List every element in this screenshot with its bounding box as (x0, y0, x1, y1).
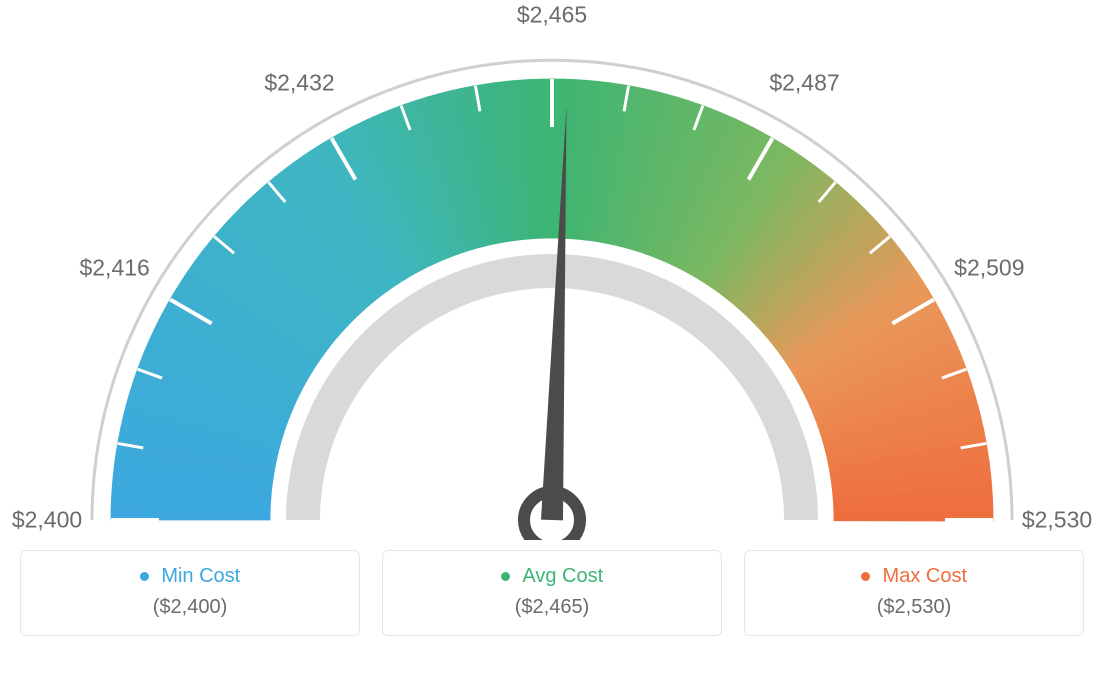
gauge-tick-label: $2,432 (264, 69, 334, 96)
legend-label: Avg Cost (522, 565, 603, 587)
gauge-chart: $2,400$2,416$2,432$2,465$2,487$2,509$2,5… (20, 20, 1084, 540)
legend-card-min: Min Cost ($2,400) (20, 550, 360, 636)
legend-value: ($2,465) (393, 596, 711, 619)
dot-icon (140, 572, 149, 581)
legend-label: Max Cost (883, 565, 967, 587)
gauge-svg (20, 20, 1084, 540)
legend-label: Min Cost (161, 565, 240, 587)
legend-title-max: Max Cost (755, 565, 1073, 588)
gauge-tick-label: $2,530 (1022, 507, 1092, 534)
legend-title-min: Min Cost (31, 565, 349, 588)
legend-card-max: Max Cost ($2,530) (744, 550, 1084, 636)
legend-row: Min Cost ($2,400) Avg Cost ($2,465) Max … (20, 550, 1084, 636)
gauge-tick-label: $2,487 (769, 69, 839, 96)
gauge-tick-label: $2,509 (954, 254, 1024, 281)
dot-icon (501, 572, 510, 581)
gauge-tick-label: $2,416 (79, 254, 149, 281)
dot-icon (861, 572, 870, 581)
legend-title-avg: Avg Cost (393, 565, 711, 588)
legend-value: ($2,400) (31, 596, 349, 619)
gauge-tick-label: $2,465 (517, 2, 587, 29)
legend-card-avg: Avg Cost ($2,465) (382, 550, 722, 636)
legend-value: ($2,530) (755, 596, 1073, 619)
gauge-tick-label: $2,400 (12, 507, 82, 534)
